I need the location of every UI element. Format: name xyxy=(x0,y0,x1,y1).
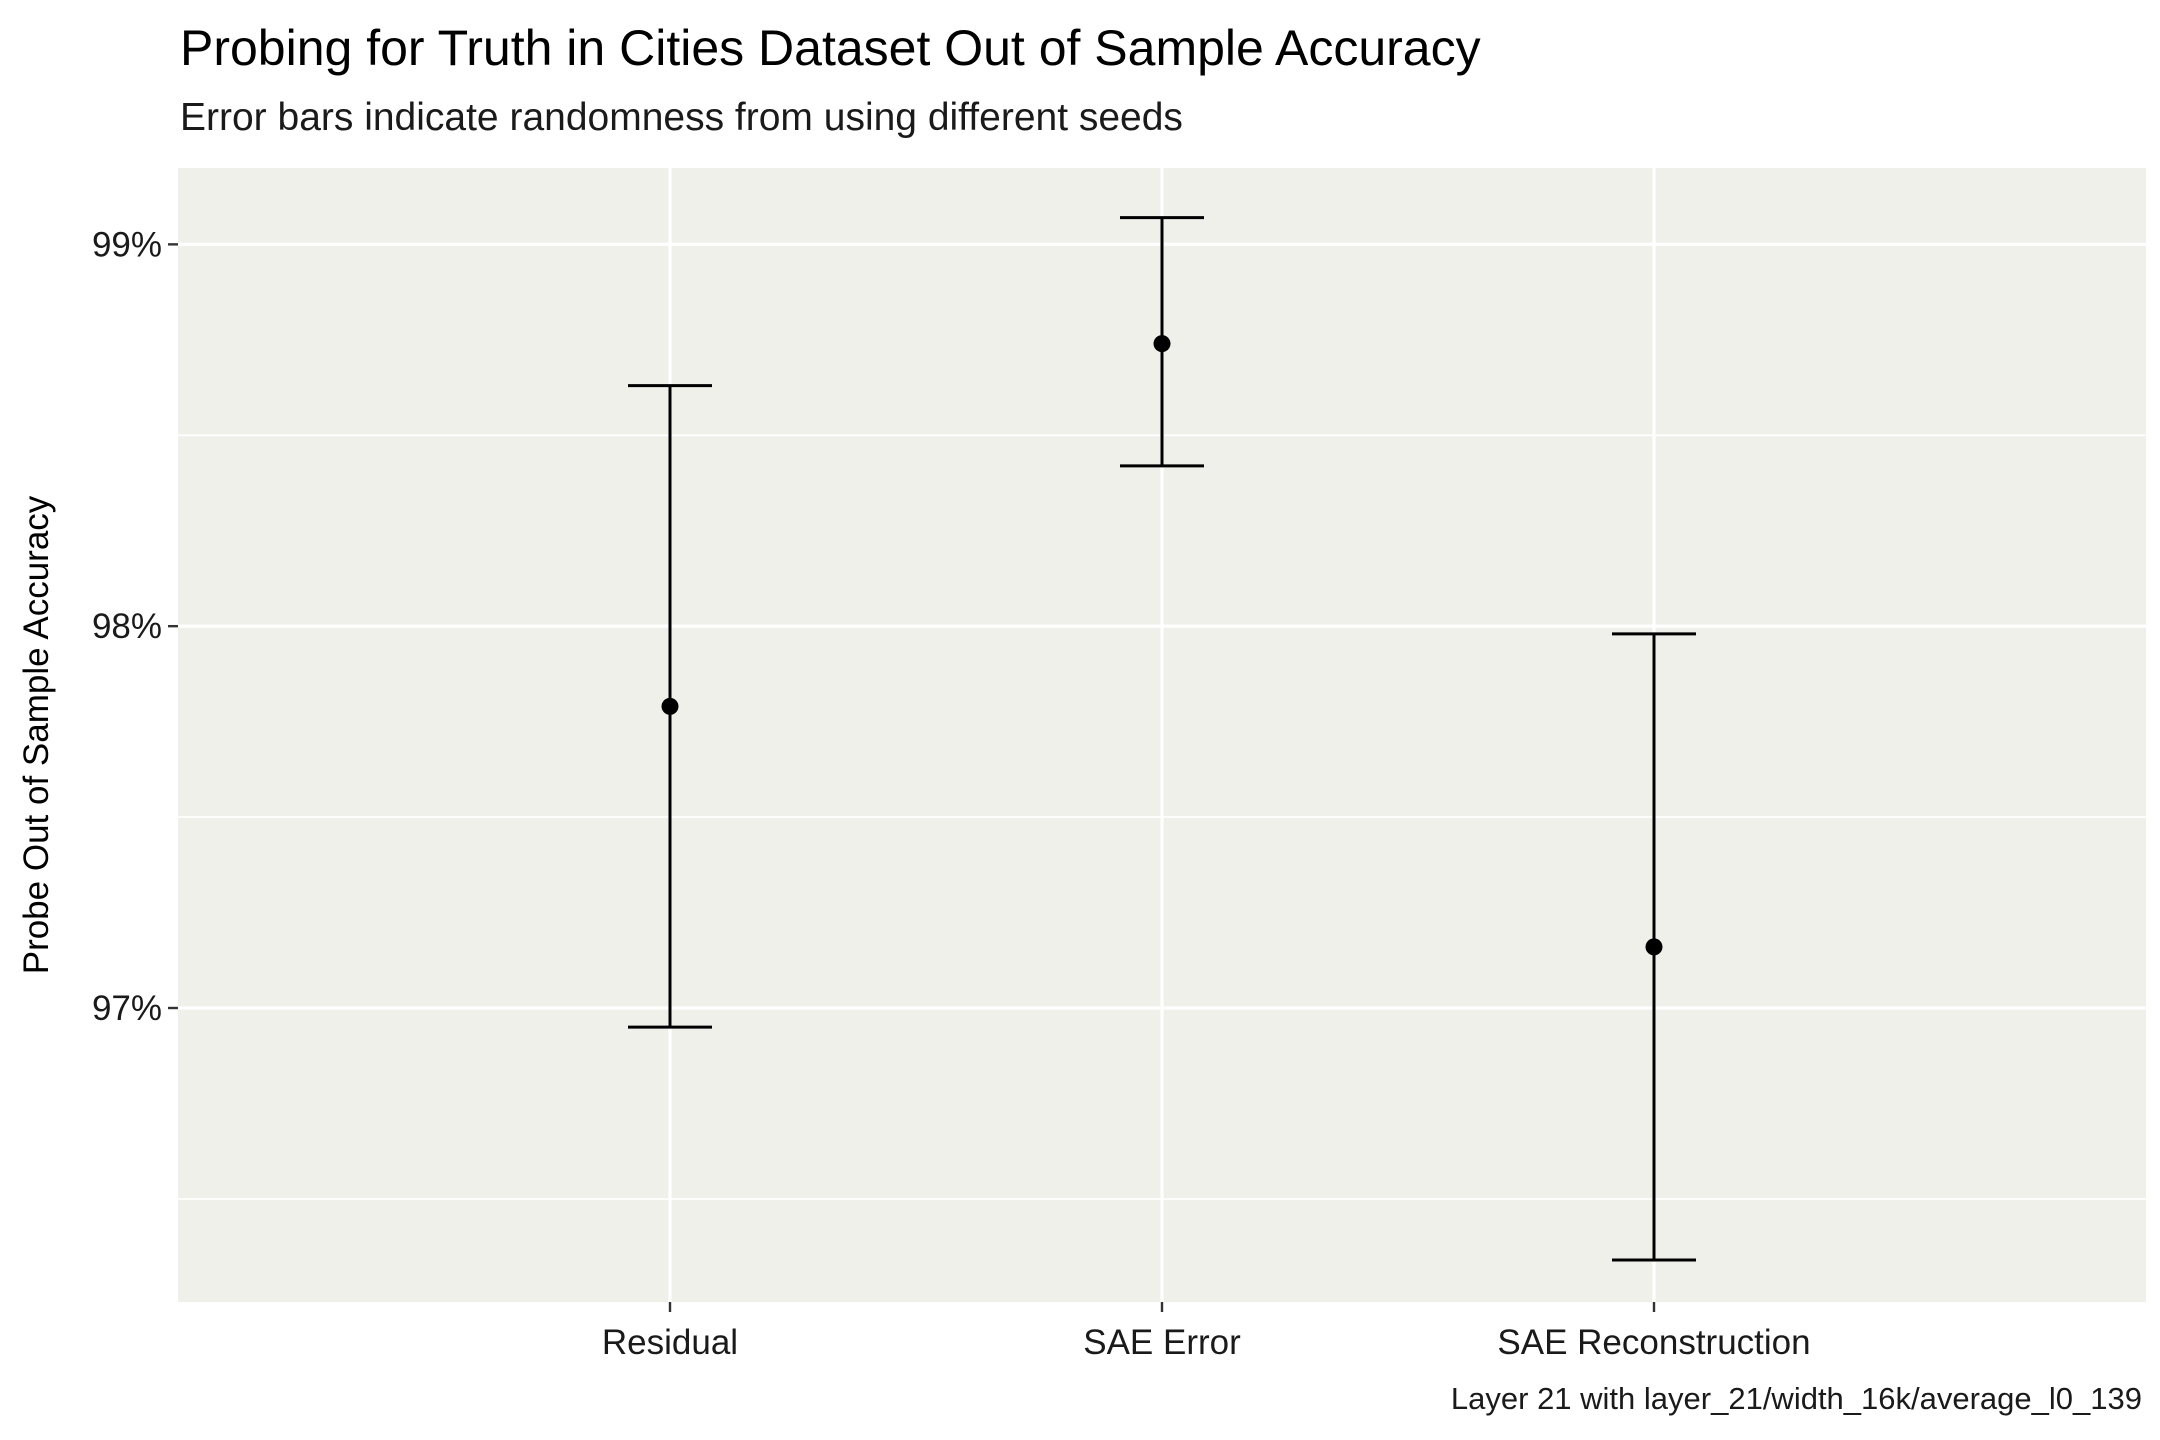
y-axis-title: Probe Out of Sample Accuracy xyxy=(17,495,56,974)
y-tick-label: 98% xyxy=(92,607,162,646)
y-tick-label: 97% xyxy=(92,989,162,1028)
chart-subtitle: Error bars indicate randomness from usin… xyxy=(180,96,1183,139)
axes: 97% 98% 99% Residual SAE Error SAE Reconstruc… xyxy=(92,225,1811,1362)
data-point xyxy=(661,697,679,715)
x-tick-label: SAE Error xyxy=(1083,1323,1241,1362)
y-tick-label: 99% xyxy=(92,225,162,264)
x-tick-label: SAE Reconstruction xyxy=(1497,1323,1810,1362)
data-point xyxy=(1645,938,1663,956)
data-point xyxy=(1153,335,1171,353)
chart-title: Probing for Truth in Cities Dataset Out … xyxy=(180,20,1481,76)
chart-caption: Layer 21 with layer_21/width_16k/average… xyxy=(1450,1381,2142,1416)
data-marks xyxy=(628,216,1696,1262)
x-tick-label: Residual xyxy=(602,1323,738,1362)
